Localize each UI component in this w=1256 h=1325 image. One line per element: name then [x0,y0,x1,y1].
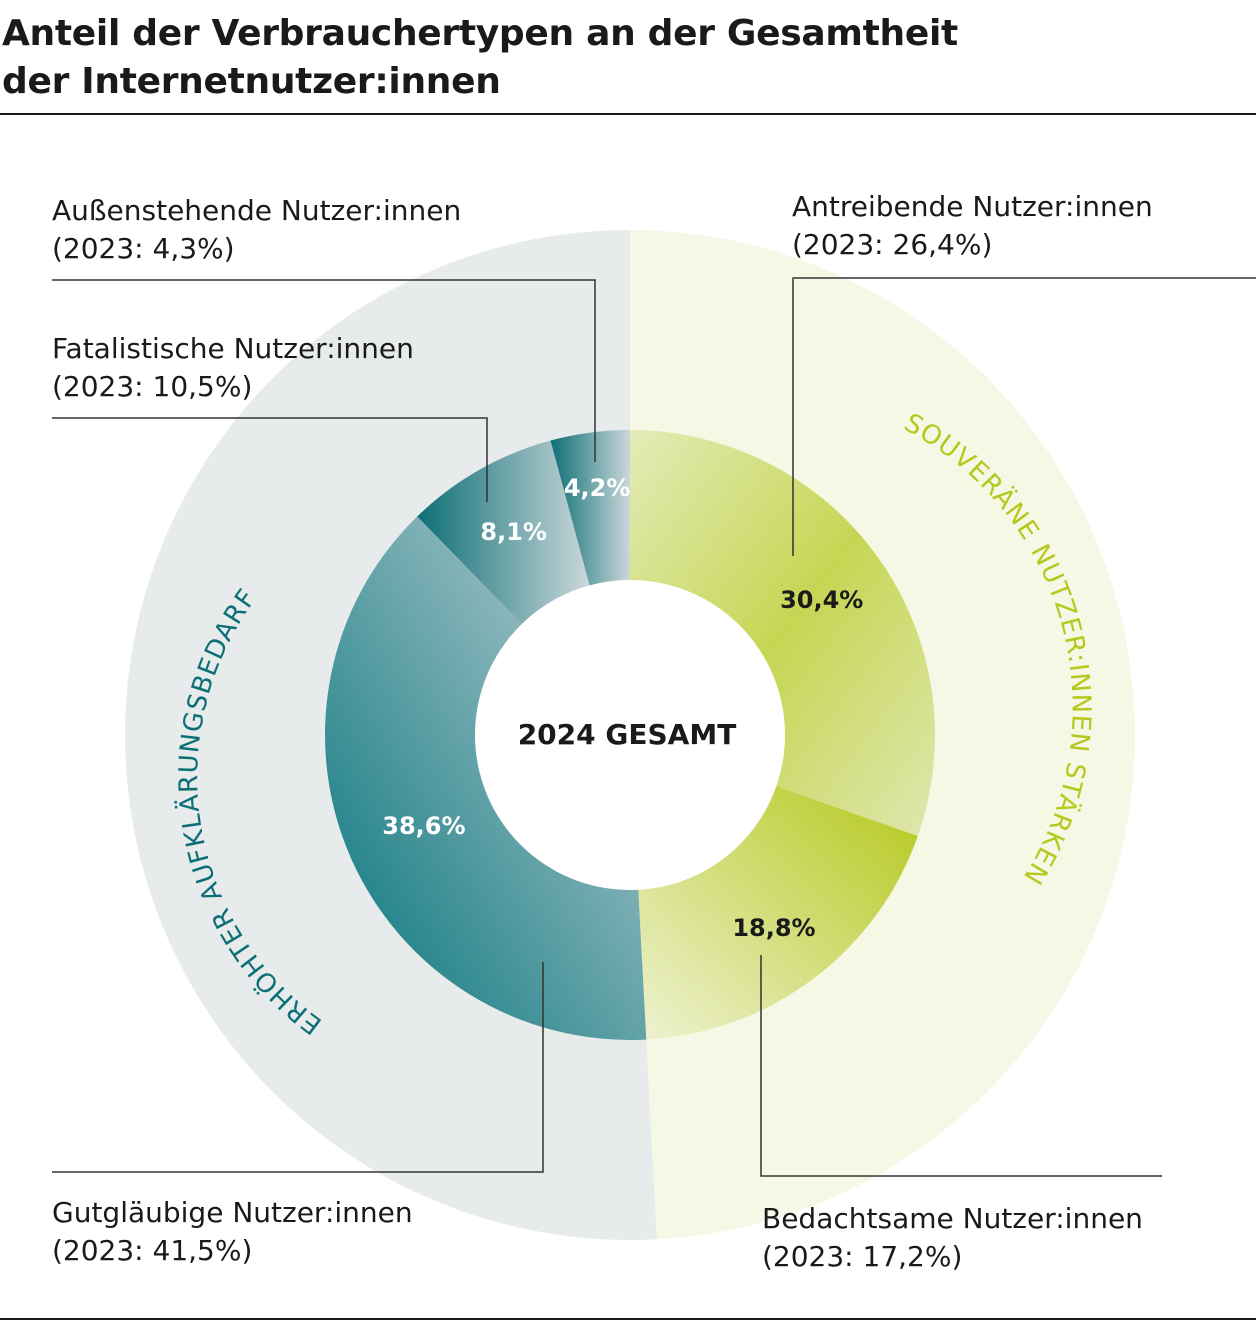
leader-line-gutglaeubige [52,962,544,1173]
legend-fatalistische-prev: (2023: 10,5%) [52,370,253,403]
legend-fatalistische-name: Fatalistische Nutzer:innen [52,332,414,365]
legend-antreibende-name: Antreibende Nutzer:innen [792,190,1153,223]
leader-line-antreibende [792,277,1256,556]
slice-gutglaeubige [324,516,647,1040]
donut-hole [475,580,785,890]
value-label-bedachtsame: 18,8% [732,914,815,942]
center-label: 2024 GESAMT [518,718,737,751]
leader-line-bedachtsame [760,955,1162,1177]
legend-bedachtsame: Bedachtsame Nutzer:innen (2023: 17,2%) [762,1200,1143,1276]
slice-antreibende [630,430,935,836]
legend-gutglaeubige-prev: (2023: 41,5%) [52,1234,253,1267]
legend-antreibende-prev: (2023: 26,4%) [792,228,993,261]
value-label-aussenstehende: 4,2% [564,474,631,502]
leader-line-aussenstehende [52,279,596,462]
value-label-antreibende: 30,4% [780,586,863,614]
legend-aussenstehende-name: Außenstehende Nutzer:innen [52,194,462,227]
legend-aussenstehende-prev: (2023: 4,3%) [52,232,235,265]
legend-antreibende: Antreibende Nutzer:innen (2023: 26,4%) [792,188,1153,264]
chart-title-line1: Anteil der Verbrauchertypen an der Gesam… [2,13,958,54]
legend-fatalistische: Fatalistische Nutzer:innen (2023: 10,5%) [52,330,414,406]
slice-bedachtsame [638,785,918,1040]
slice-fatalistische [417,440,590,625]
legend-gutglaeubige-name: Gutgläubige Nutzer:innen [52,1196,413,1229]
value-label-fatalistische: 8,1% [480,518,547,546]
legend-bedachtsame-name: Bedachtsame Nutzer:innen [762,1202,1143,1235]
legend-gutglaeubige: Gutgläubige Nutzer:innen (2023: 41,5%) [52,1194,413,1270]
top-rule [0,113,1256,115]
bottom-rule [0,1318,1256,1320]
legend-aussenstehende: Außenstehende Nutzer:innen (2023: 4,3%) [52,192,461,268]
value-label-gutglaeubige: 38,6% [382,812,465,840]
slice-aussenstehende [550,430,630,587]
chart-title-line2: der Internetnutzer:innen [2,61,501,102]
chart-title: Anteil der Verbrauchertypen an der Gesam… [2,10,1242,106]
legend-bedachtsame-prev: (2023: 17,2%) [762,1240,963,1273]
leader-line-fatalistische [52,417,488,502]
